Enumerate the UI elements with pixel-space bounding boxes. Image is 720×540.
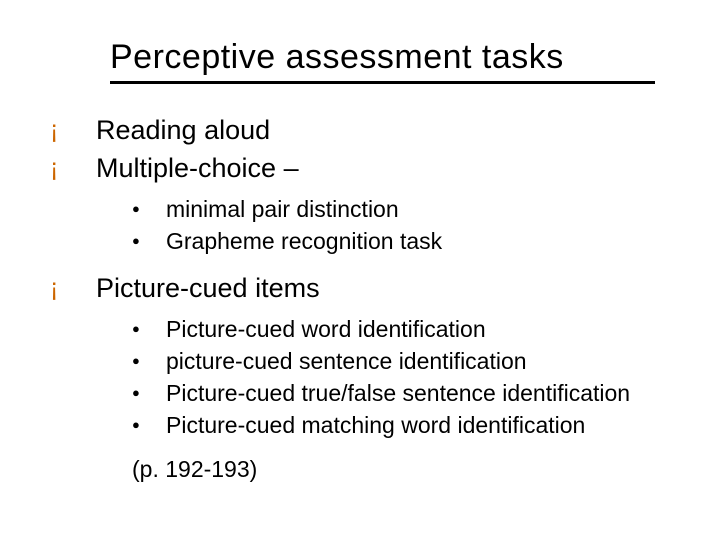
- circle-bullet-icon: ¡: [50, 270, 96, 306]
- list-item: ● Picture-cued word identification: [132, 314, 680, 344]
- subitem-label: Picture-cued true/false sentence identif…: [166, 378, 630, 408]
- title-underline: [110, 81, 655, 84]
- sublist-wrap: ● minimal pair distinction ● Grapheme re…: [132, 194, 680, 256]
- title-area: Perceptive assessment tasks: [110, 38, 680, 84]
- page-reference: (p. 192-193): [132, 454, 680, 484]
- list-item: ● Picture-cued true/false sentence ident…: [132, 378, 680, 408]
- list-item: ¡ Multiple-choice –: [50, 150, 680, 186]
- dot-bullet-icon: ●: [132, 314, 166, 344]
- bullet-list-level1: ¡ Picture-cued items: [50, 270, 680, 306]
- slide: Perceptive assessment tasks ¡ Reading al…: [0, 0, 720, 540]
- content-area: ¡ Reading aloud ¡ Multiple-choice – ● mi…: [50, 112, 680, 484]
- bullet-list-level2: ● Picture-cued word identification ● pic…: [132, 314, 680, 440]
- dot-bullet-icon: ●: [132, 378, 166, 408]
- circle-bullet-icon: ¡: [50, 112, 96, 148]
- bullet-list-level2: ● minimal pair distinction ● Grapheme re…: [132, 194, 680, 256]
- subitem-label: Picture-cued matching word identificatio…: [166, 410, 585, 440]
- circle-bullet-icon: ¡: [50, 150, 96, 186]
- subitem-label: Picture-cued word identification: [166, 314, 486, 344]
- dot-bullet-icon: ●: [132, 410, 166, 440]
- slide-title: Perceptive assessment tasks: [110, 38, 680, 83]
- list-item: ¡ Picture-cued items: [50, 270, 680, 306]
- list-item: ● Grapheme recognition task: [132, 226, 680, 256]
- subitem-label: Grapheme recognition task: [166, 226, 442, 256]
- item-label: Reading aloud: [96, 112, 270, 148]
- subitem-label: picture-cued sentence identification: [166, 346, 527, 376]
- item-label: Picture-cued items: [96, 270, 320, 306]
- item-label: Multiple-choice –: [96, 150, 299, 186]
- dot-bullet-icon: ●: [132, 346, 166, 376]
- dot-bullet-icon: ●: [132, 226, 166, 256]
- subitem-label: minimal pair distinction: [166, 194, 399, 224]
- sublist-wrap: ● Picture-cued word identification ● pic…: [132, 314, 680, 440]
- dot-bullet-icon: ●: [132, 194, 166, 224]
- list-item: ¡ Reading aloud: [50, 112, 680, 148]
- list-item: ● picture-cued sentence identification: [132, 346, 680, 376]
- list-item: ● minimal pair distinction: [132, 194, 680, 224]
- bullet-list-level1: ¡ Reading aloud ¡ Multiple-choice –: [50, 112, 680, 186]
- list-item: ● Picture-cued matching word identificat…: [132, 410, 680, 440]
